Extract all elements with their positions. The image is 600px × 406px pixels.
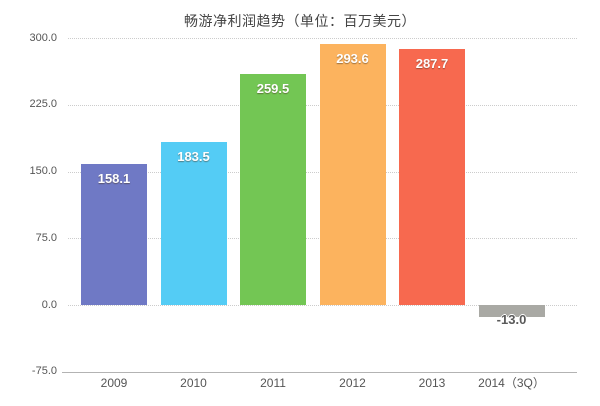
bar-value-label: -13.0 (496, 311, 527, 327)
x-axis-label-2010: 2010 (180, 376, 207, 390)
x-axis-label-2014（3Q）: 2014（3Q） (478, 376, 545, 390)
gridline-0.0 (68, 305, 577, 306)
bar-value-label: 287.7 (415, 55, 449, 71)
bar-2010[interactable]: 183.5 (160, 141, 227, 305)
x-axis-label-2009: 2009 (100, 376, 128, 390)
y-axis-tick-label: 75.0 (35, 231, 57, 244)
bar-value-label: 183.5 (177, 148, 210, 164)
bar-2014（3Q）[interactable] (478, 305, 545, 317)
x-axis-label-2011: 2011 (260, 376, 286, 390)
bar-2011[interactable]: 259.5 (240, 74, 306, 305)
bar-2013[interactable]: 287.7 (399, 48, 465, 305)
bar-2012[interactable]: 293.6 (319, 43, 386, 305)
chart-title: 畅游净利润趋势（单位：百万美元） (184, 13, 416, 29)
x-axis-label-2013: 2013 (418, 376, 446, 390)
y-axis-tick-label: 225.0 (29, 98, 57, 111)
bar-value-label: 259.5 (256, 81, 290, 97)
y-axis-tick-label: 150.0 (29, 165, 57, 177)
y-axis-tick-label: 0.0 (41, 298, 57, 311)
y-axis-tick-label: 300.0 (29, 31, 57, 44)
y-axis-tick-label: -75.0 (31, 365, 57, 378)
gridline-300.0 (68, 38, 577, 39)
x-axis-line (62, 371, 577, 373)
bar-2009[interactable]: 158.1 (81, 164, 147, 305)
x-axis-label-2012: 2012 (339, 376, 366, 390)
bar-value-label: 158.1 (97, 171, 131, 187)
bar-value-label: 293.6 (336, 50, 369, 66)
